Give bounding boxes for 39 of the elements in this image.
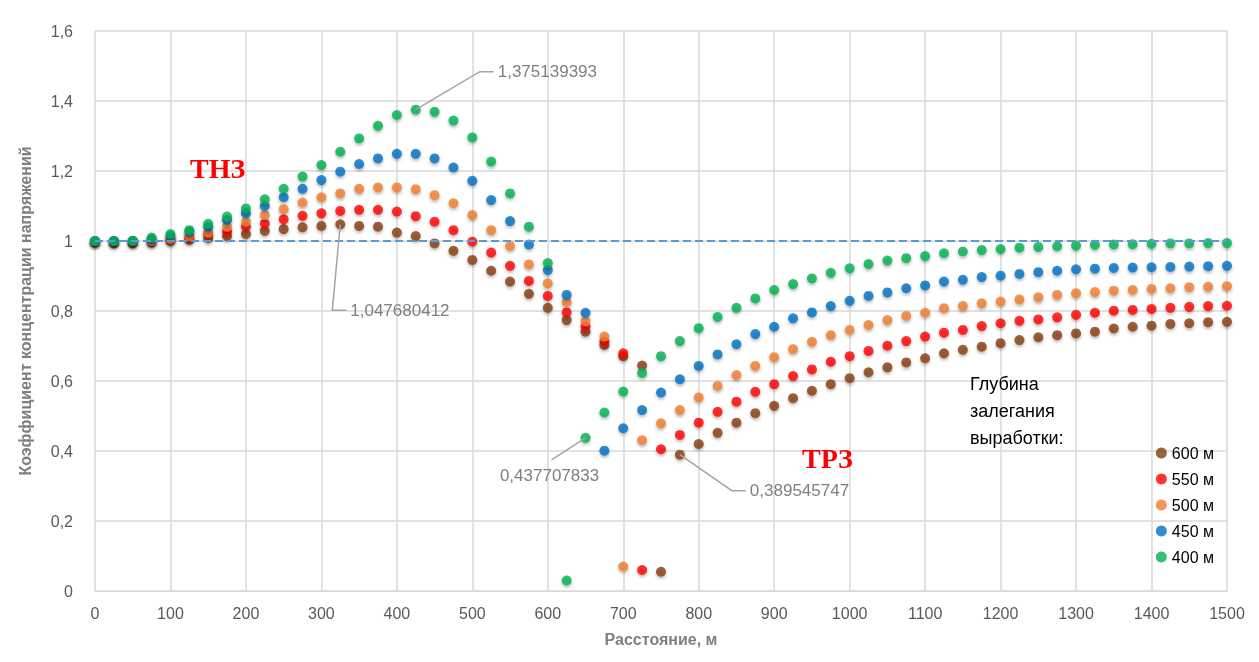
x-tick-label: 400 [383, 604, 411, 622]
legend-label: 500 м [1171, 496, 1214, 514]
x-tick-label: 800 [685, 604, 713, 622]
y-tick-label: 0,4 [50, 442, 74, 460]
y-tick-label: 0 [64, 582, 74, 600]
x-tick-label: 1400 [1133, 604, 1170, 622]
y-tick-label: 0,6 [50, 372, 74, 390]
y-tick-label: 0,8 [50, 302, 74, 320]
x-axis-title: Расстояние, м [604, 630, 718, 648]
x-tick-label: 600 [534, 604, 562, 622]
x-tick-label: 100 [157, 604, 184, 622]
legend-label: 400 м [1171, 548, 1214, 566]
x-tick-label: 1000 [831, 604, 868, 622]
annotation: 1,375139393 [497, 62, 598, 82]
y-tick-label: 0,2 [50, 512, 74, 530]
x-tick-label: 300 [308, 604, 335, 622]
y-axis-title: Коэффициент концентрации напряжений [16, 146, 34, 476]
legend-label: 550 м [1171, 470, 1214, 488]
x-tick-label: 1100 [907, 604, 943, 622]
x-tick-label: 700 [609, 604, 637, 622]
x-tick-label: 1200 [982, 604, 1019, 622]
x-tick-label: 0 [90, 604, 100, 622]
legend-label: 450 м [1171, 522, 1214, 540]
x-tick-label: 500 [458, 604, 486, 622]
annotation: ТРЗ [802, 442, 854, 474]
x-tick-label: 200 [232, 604, 260, 622]
annotation: 0,389545747 [749, 481, 850, 501]
x-tick-label: 1300 [1058, 604, 1094, 622]
y-tick-label: 1,4 [50, 92, 74, 110]
y-tick-label: 1,6 [50, 22, 74, 40]
y-tick-label: 1,2 [50, 162, 74, 180]
x-tick-label: 900 [760, 604, 788, 622]
x-tick-label: 1500 [1209, 604, 1245, 622]
y-tick-label: 1 [64, 232, 74, 250]
legend-label: 600 м [1171, 444, 1214, 462]
legend-title: Глубина залегания выработки: [970, 373, 1064, 448]
annotation: 1,047680412 [350, 300, 450, 320]
annotation: 0,437707833 [499, 466, 600, 486]
annotation: ТНЗ [190, 152, 246, 184]
